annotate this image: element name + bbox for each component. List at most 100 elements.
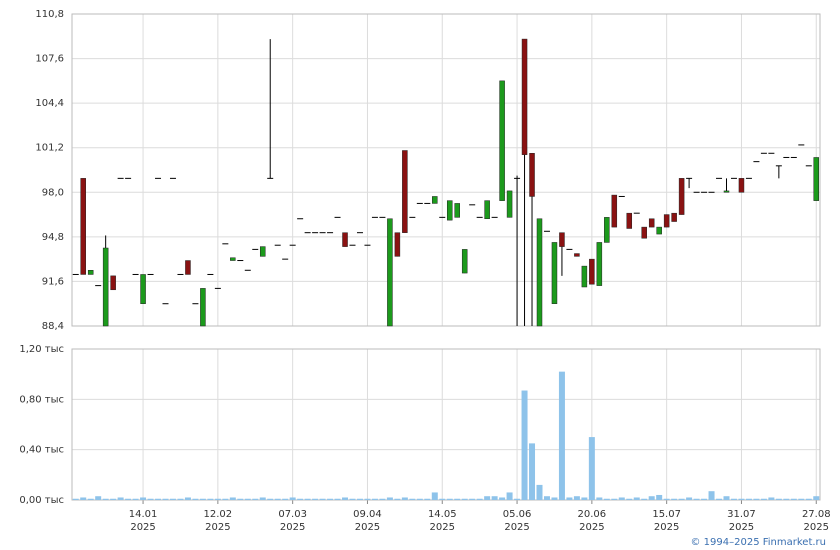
y-tick-label: 101,2 bbox=[35, 143, 64, 154]
volume-bar bbox=[521, 390, 528, 500]
volume-bar bbox=[529, 443, 536, 500]
volume-bar bbox=[282, 498, 289, 500]
volume-bar bbox=[237, 498, 244, 500]
volume-bar bbox=[147, 498, 154, 500]
y-tick-label: 88,4 bbox=[42, 321, 64, 332]
volume-bar bbox=[461, 498, 468, 500]
volume-bar bbox=[708, 491, 715, 500]
plot-frame bbox=[71, 348, 821, 501]
volume-bar bbox=[394, 498, 401, 500]
volume-bar bbox=[401, 497, 408, 500]
volume-bar bbox=[102, 498, 109, 500]
volume-bar bbox=[297, 498, 304, 500]
candle-body bbox=[723, 190, 730, 193]
volume-bar bbox=[573, 496, 580, 500]
volume-bar bbox=[551, 497, 558, 500]
candle-body bbox=[446, 200, 453, 221]
candle-body bbox=[559, 232, 565, 247]
volume-bar bbox=[716, 498, 723, 500]
x-tick-label: 12.02 2025 bbox=[204, 509, 233, 533]
volume-bar bbox=[229, 497, 236, 500]
candle-body bbox=[461, 249, 468, 274]
candle-body bbox=[536, 218, 543, 327]
volume-bar bbox=[558, 371, 565, 500]
volume-bar bbox=[476, 498, 483, 500]
y-tick-label: 0,80 тыс bbox=[19, 394, 64, 405]
volume-bar bbox=[745, 498, 752, 500]
candle-body bbox=[813, 157, 820, 201]
volume-bar bbox=[267, 498, 274, 500]
volume-bar bbox=[753, 498, 760, 500]
volume-bar bbox=[117, 497, 124, 500]
volume-bar bbox=[312, 498, 319, 500]
volume-bar bbox=[95, 496, 102, 500]
volume-bar bbox=[431, 492, 438, 500]
candle-body bbox=[80, 178, 86, 275]
candle-body bbox=[641, 226, 647, 239]
volume-bar bbox=[633, 497, 640, 500]
y-tick-label: 107,6 bbox=[35, 54, 64, 65]
volume-bar bbox=[693, 498, 700, 500]
candle-body bbox=[484, 200, 490, 219]
candle-body bbox=[581, 265, 588, 288]
x-tick-label: 07.03 2025 bbox=[278, 509, 307, 533]
volume-bar bbox=[618, 497, 625, 500]
volume-bar bbox=[730, 498, 737, 500]
volume-bar bbox=[327, 498, 334, 500]
volume-bar bbox=[356, 498, 363, 500]
x-tick-label: 14.05 2025 bbox=[428, 509, 457, 533]
candle-body bbox=[87, 270, 94, 275]
volume-bar bbox=[80, 497, 87, 500]
volume-bar bbox=[334, 498, 341, 500]
volume-bar bbox=[543, 496, 550, 500]
volume-bar bbox=[723, 496, 730, 500]
candle-body bbox=[648, 218, 655, 228]
volume-bar bbox=[581, 497, 588, 500]
volume-bar bbox=[798, 498, 805, 500]
volume-bar bbox=[304, 498, 311, 500]
volume-bar bbox=[566, 497, 573, 500]
volume-bar bbox=[342, 497, 349, 500]
y-tick-label: 104,4 bbox=[35, 98, 64, 109]
volume-bar bbox=[596, 497, 603, 500]
volume-bar bbox=[132, 498, 139, 500]
volume-bar bbox=[214, 498, 221, 500]
volume-bar bbox=[274, 498, 281, 500]
candle-body bbox=[230, 257, 236, 261]
volume-bar bbox=[656, 494, 663, 500]
candle-body bbox=[499, 80, 505, 201]
volume-bar bbox=[760, 498, 767, 500]
volume-bar bbox=[775, 498, 782, 500]
candle-body bbox=[671, 212, 677, 222]
volume-bar bbox=[641, 498, 648, 500]
candle-body bbox=[432, 196, 438, 204]
volume-bar bbox=[611, 498, 618, 500]
x-tick-label: 09.04 2025 bbox=[353, 509, 382, 533]
volume-bar bbox=[169, 498, 176, 500]
volume-bar bbox=[790, 498, 797, 500]
volume-bar bbox=[379, 498, 386, 500]
volume-bar bbox=[663, 498, 670, 500]
candle-body bbox=[589, 258, 595, 285]
y-tick-label: 110,8 bbox=[35, 9, 64, 20]
volume-bar bbox=[319, 498, 326, 500]
volume-bar bbox=[289, 497, 296, 500]
y-tick-label: 0,00 тыс bbox=[19, 495, 64, 506]
volume-bar bbox=[805, 498, 812, 500]
volume-bar bbox=[72, 498, 79, 500]
volume-bar bbox=[364, 498, 371, 500]
volume-bar bbox=[259, 497, 266, 500]
volume-bar bbox=[514, 498, 521, 500]
candle-body bbox=[663, 214, 670, 228]
candle-body bbox=[656, 226, 662, 235]
x-tick-label: 15.07 2025 bbox=[652, 509, 681, 533]
volume-bar bbox=[125, 498, 132, 500]
volume-bar bbox=[177, 498, 184, 500]
candle-body bbox=[185, 260, 191, 275]
x-tick-label: 27.08 2025 bbox=[802, 509, 831, 533]
volume-bar bbox=[588, 437, 595, 500]
candle-body bbox=[140, 274, 146, 304]
volume-bar bbox=[603, 498, 610, 500]
volume-bar bbox=[162, 498, 169, 500]
volume-bar bbox=[192, 498, 199, 500]
